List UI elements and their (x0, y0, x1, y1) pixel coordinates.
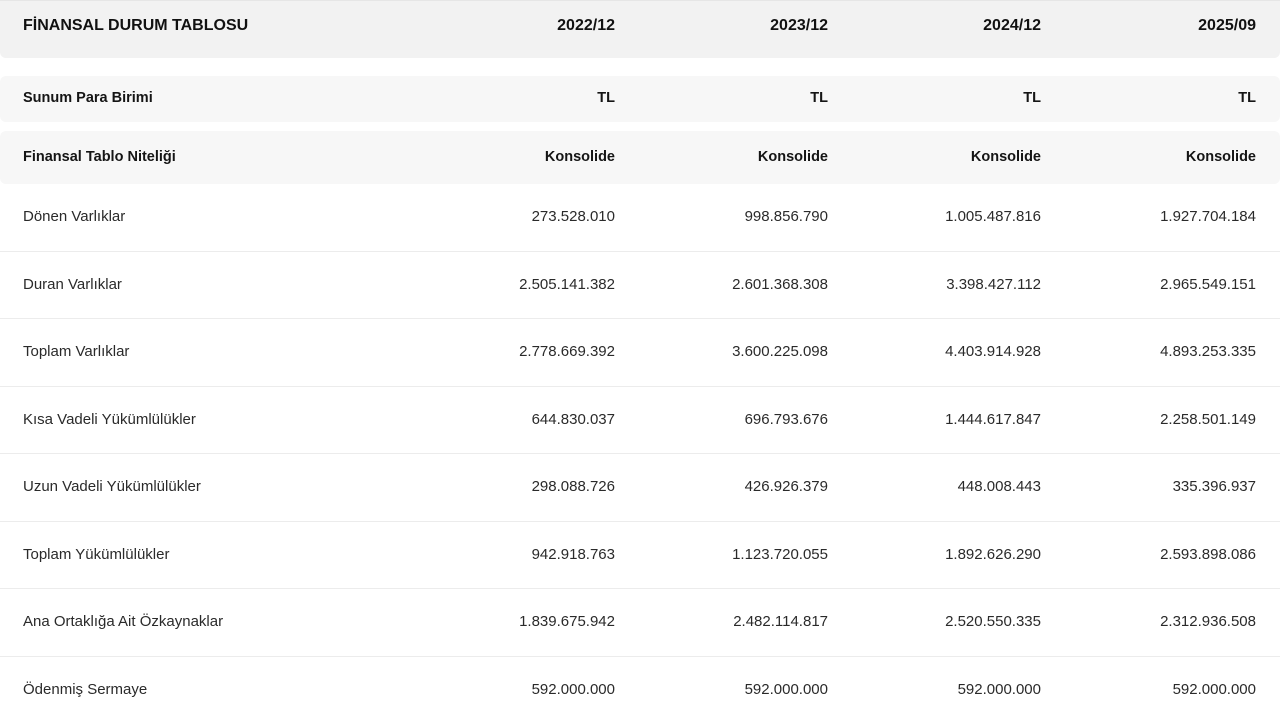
cell-value: TL (1023, 90, 1041, 106)
row-label: Uzun Vadeli Yükümlülükler (23, 478, 201, 495)
cell-value: 335.396.937 (1172, 478, 1256, 495)
cell-value: 2.593.898.086 (1160, 545, 1256, 563)
cell-value: 2.482.114.817 (733, 613, 828, 630)
cell-value: 998.856.790 (744, 208, 828, 225)
cell-value: 4.893.253.335 (1160, 343, 1256, 360)
row-label: Sunum Para Birimi (23, 90, 153, 106)
cell-value: 592.000.000 (1172, 680, 1256, 698)
row-label: Dönen Varlıklar (23, 208, 126, 225)
cell-value: 592.000.000 (744, 680, 828, 698)
cell-value: 592.000.000 (531, 680, 615, 698)
cell-value: 2.505.141.382 (519, 275, 615, 293)
currency-row: Sunum Para Birimi TL TL TL TL (0, 76, 1280, 122)
cell-value: Konsolide (970, 149, 1041, 165)
period-header[interactable]: 2025/09 (1198, 17, 1256, 34)
table-row: Ödenmiş Sermaye 592.000.000 592.000.000 … (0, 657, 1280, 720)
table-header: FİNANSAL DURUM TABLOSU 2022/12 2023/12 2… (0, 0, 1280, 58)
table-row: Toplam Varlıklar 2.778.669.392 3.600.225… (0, 319, 1280, 387)
table-row: Toplam Yükümlülükler 942.918.763 1.123.7… (0, 522, 1280, 589)
cell-value: 298.088.726 (531, 478, 615, 495)
cell-value: 3.398.427.112 (946, 275, 1041, 293)
cell-value: 644.830.037 (531, 410, 615, 428)
cell-value: 2.601.368.308 (732, 275, 828, 293)
cell-value: 273.528.010 (531, 208, 615, 225)
row-label: Kısa Vadeli Yükümlülükler (23, 410, 196, 428)
table-row: Duran Varlıklar 2.505.141.382 2.601.368.… (0, 252, 1280, 319)
cell-value: TL (597, 90, 615, 106)
cell-value: Konsolide (544, 149, 615, 165)
table-title: FİNANSAL DURUM TABLOSU (23, 17, 249, 34)
cell-value: 1.123.720.055 (732, 545, 828, 563)
period-header[interactable]: 2022/12 (557, 17, 615, 34)
cell-value: 696.793.676 (744, 410, 828, 428)
row-label: Finansal Tablo Niteliği (23, 149, 176, 165)
table-row: Dönen Varlıklar 273.528.010 998.856.790 … (0, 184, 1280, 252)
cell-value: 4.403.914.928 (945, 343, 1041, 360)
cell-value: 3.600.225.098 (732, 343, 828, 360)
cell-value: 592.000.000 (957, 680, 1041, 698)
table-row: Kısa Vadeli Yükümlülükler 644.830.037 69… (0, 387, 1280, 454)
table-row: Uzun Vadeli Yükümlülükler 298.088.726 42… (0, 454, 1280, 522)
cell-value: TL (1238, 90, 1256, 106)
statement-type-row: Finansal Tablo Niteliği Konsolide Konsol… (0, 131, 1280, 184)
cell-value: TL (810, 90, 828, 106)
row-label: Ödenmiş Sermaye (23, 680, 148, 698)
row-label: Duran Varlıklar (23, 275, 122, 293)
cell-value: 1.005.487.816 (945, 208, 1041, 225)
cell-value: 2.965.549.151 (1160, 275, 1256, 293)
cell-value: Konsolide (757, 149, 828, 165)
cell-value: 1.892.626.290 (945, 545, 1041, 563)
cell-value: 942.918.763 (531, 545, 615, 563)
cell-value: 1.839.675.942 (519, 613, 615, 630)
cell-value: 2.778.669.392 (519, 343, 615, 360)
cell-value: 2.312.936.508 (1160, 613, 1256, 630)
cell-value: 2.520.550.335 (945, 613, 1041, 630)
cell-value: 1.444.617.847 (945, 410, 1041, 428)
cell-value: 426.926.379 (744, 478, 828, 495)
row-label: Toplam Yükümlülükler (23, 545, 170, 563)
cell-value: 1.927.704.184 (1160, 208, 1256, 225)
table-row: Ana Ortaklığa Ait Özkaynaklar 1.839.675.… (0, 589, 1280, 657)
cell-value: Konsolide (1185, 149, 1256, 165)
cell-value: 2.258.501.149 (1160, 410, 1256, 428)
period-header[interactable]: 2024/12 (983, 17, 1041, 34)
row-label: Toplam Varlıklar (23, 343, 130, 360)
period-header[interactable]: 2023/12 (770, 17, 828, 34)
cell-value: 448.008.443 (957, 478, 1041, 495)
row-label: Ana Ortaklığa Ait Özkaynaklar (23, 613, 224, 630)
